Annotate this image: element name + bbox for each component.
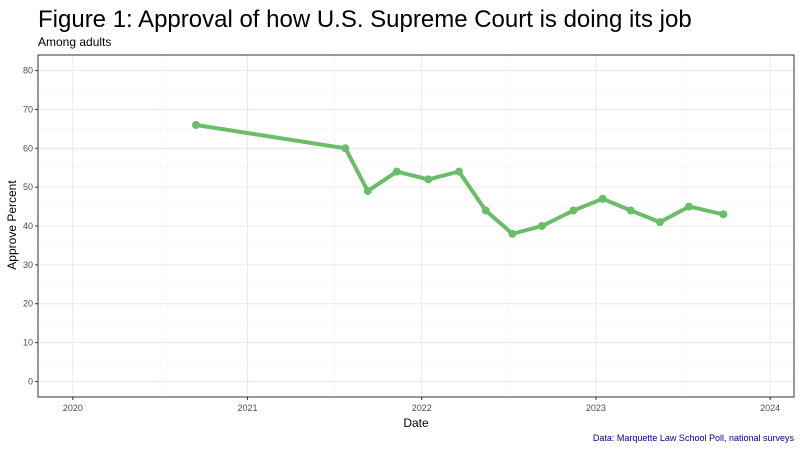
data-point [454, 167, 463, 176]
data-point [191, 120, 200, 129]
y-tick-label: 70 [23, 104, 33, 114]
x-tick-label: 2021 [238, 403, 258, 413]
data-point [626, 206, 635, 215]
data-point [363, 187, 372, 196]
x-tick-label: 2022 [412, 403, 432, 413]
source-caption: Data: Marquette Law School Poll, nationa… [592, 433, 794, 443]
y-tick-label: 40 [23, 221, 33, 231]
y-tick-label: 20 [23, 299, 33, 309]
y-tick-label: 30 [23, 260, 33, 270]
data-point [598, 194, 607, 203]
data-point [538, 222, 546, 230]
y-tick-label: 10 [23, 338, 33, 348]
y-tick-label: 60 [23, 143, 33, 153]
grid-minor [38, 55, 794, 397]
x-tick-label: 2024 [760, 403, 780, 413]
series-layer [191, 120, 728, 238]
chart-subtitle: Among adults [38, 35, 112, 49]
data-point [341, 144, 350, 153]
data-point [655, 218, 664, 227]
data-point [719, 210, 728, 219]
x-axis: 2020 2021 2022 2023 2024 [63, 397, 780, 413]
y-axis-label: Approve Percent [5, 180, 19, 270]
y-axis: 0 10 20 30 40 50 60 70 80 [23, 66, 38, 386]
x-axis-label: Date [403, 416, 429, 430]
data-point [685, 202, 693, 211]
x-tick-label: 2020 [63, 403, 83, 413]
data-point [424, 175, 433, 184]
data-point [392, 167, 401, 176]
data-point [508, 229, 517, 238]
x-tick-label: 2023 [586, 403, 606, 413]
y-tick-label: 80 [23, 66, 33, 76]
y-tick-label: 0 [28, 376, 33, 386]
chart-title: Figure 1: Approval of how U.S. Supreme C… [38, 6, 692, 33]
data-point [481, 206, 490, 215]
data-point [569, 206, 578, 215]
y-tick-label: 50 [23, 182, 33, 192]
grid-major [38, 55, 794, 397]
